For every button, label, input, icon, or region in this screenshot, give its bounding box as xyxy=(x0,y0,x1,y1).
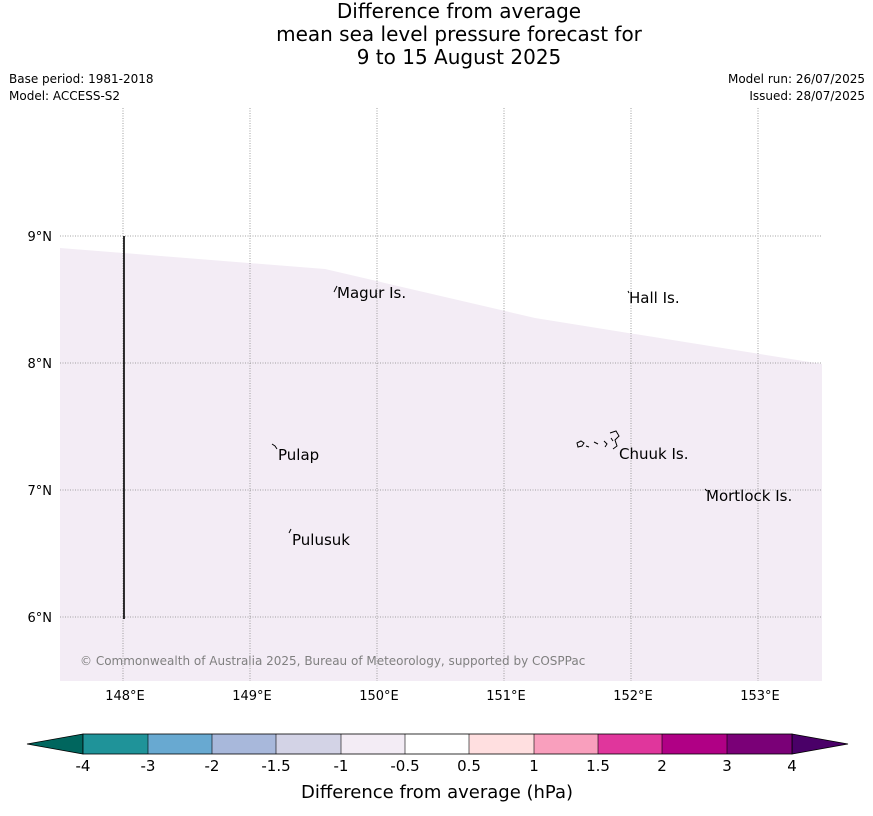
colorbar-bin xyxy=(405,734,469,754)
colorbar-tick-labels: -4 -3 -2 -1.5 -1 -0.5 0.5 1 1.5 2 3 4 xyxy=(76,757,797,775)
lon-label-149: 149°E xyxy=(232,689,272,700)
colorbar-over-arrow xyxy=(791,733,849,755)
title-line-1: Difference from average xyxy=(336,0,582,23)
colorbar-bin xyxy=(534,734,598,754)
colorbar-tick: 4 xyxy=(787,757,797,775)
island-mortlock xyxy=(704,488,708,492)
colorbar-tick: -4 xyxy=(76,757,91,775)
colorbar-tick: -3 xyxy=(141,757,156,775)
lat-label-8n: 8°N xyxy=(28,357,53,372)
lat-label-9n: 9°N xyxy=(28,230,53,245)
island-pulap xyxy=(271,443,278,450)
colorbar-tick: 2 xyxy=(657,757,667,775)
place-labels: Magur Is. Hall Is. Pulap Chuuk Is. Mortl… xyxy=(278,284,792,549)
colorbar-bin xyxy=(148,734,212,754)
base-period: Base period: 1981-2018 xyxy=(9,72,154,86)
lon-labels: 148°E 149°E 150°E 151°E 152°E 153°E xyxy=(105,689,780,700)
meridian-lines xyxy=(122,108,759,681)
colorbar-bin xyxy=(83,734,148,754)
place-label-magur: Magur Is. xyxy=(337,284,406,302)
place-label-pulusuk: Pulusuk xyxy=(292,531,350,549)
colorbar-tick: 0.5 xyxy=(457,757,481,775)
meta-left: Base period: 1981-2018 Model: ACCESS-S2 xyxy=(9,71,154,105)
colorbar-bin xyxy=(276,734,341,754)
lon-label-150: 150°E xyxy=(359,689,399,700)
island-outlines xyxy=(271,285,708,534)
lon-label-148: 148°E xyxy=(105,689,145,700)
colorbar-bin xyxy=(469,734,534,754)
lat-label-7n: 7°N xyxy=(28,484,53,499)
colorbar-tick: -0.5 xyxy=(390,757,419,775)
issued-date: Issued: 28/07/2025 xyxy=(749,89,865,103)
copyright-notice: © Commonwealth of Australia 2025, Bureau… xyxy=(80,654,585,668)
title-line-2: mean sea level pressure forecast for xyxy=(276,22,642,46)
colorbar-tick: -2 xyxy=(205,757,220,775)
forecast-field xyxy=(60,248,822,681)
model-name: Model: ACCESS-S2 xyxy=(9,89,121,103)
island-magur xyxy=(333,285,338,293)
meta-right: Model run: 26/07/2025 Issued: 28/07/2025 xyxy=(728,71,865,105)
island-chuuk xyxy=(576,430,620,450)
colorbar-label: Difference from average (hPa) xyxy=(301,782,573,803)
colorbar: -4 -3 -2 -1.5 -1 -0.5 0.5 1 1.5 2 3 4 Di… xyxy=(26,733,849,803)
colorbar-tick: -1 xyxy=(334,757,349,775)
lat-label-6n: 6°N xyxy=(28,611,53,626)
lon-label-153: 153°E xyxy=(740,689,780,700)
island-pulusuk xyxy=(288,528,292,534)
place-label-chuuk: Chuuk Is. xyxy=(619,445,688,463)
colorbar-dividers xyxy=(147,734,728,754)
colorbar-under-arrow xyxy=(26,733,84,755)
place-label-mortlock: Mortlock Is. xyxy=(706,487,792,505)
colorbar-frame xyxy=(82,733,793,755)
lat-labels: 9°N 8°N 7°N 6°N xyxy=(28,230,53,626)
colorbar-tick: 3 xyxy=(722,757,732,775)
place-label-hall: Hall Is. xyxy=(629,289,680,307)
colorbar-bin xyxy=(727,734,792,754)
parallel-lines xyxy=(60,235,822,618)
colorbar-tick: 1 xyxy=(529,757,539,775)
colorbar-bin xyxy=(598,734,662,754)
title-line-3: 9 to 15 August 2025 xyxy=(356,45,562,69)
lon-label-152: 152°E xyxy=(613,689,653,700)
place-label-pulap: Pulap xyxy=(278,446,319,464)
colorbar-tick: -1.5 xyxy=(261,757,290,775)
colorbar-bin xyxy=(662,734,727,754)
colorbar-tick: 1.5 xyxy=(586,757,610,775)
lon-label-151: 151°E xyxy=(486,689,526,700)
island-hall xyxy=(627,290,630,294)
model-run: Model run: 26/07/2025 xyxy=(727,72,865,86)
colorbar-bin xyxy=(212,734,276,754)
map: 9°N 8°N 7°N 6°N 148°E 149°E 150°E 151°E … xyxy=(28,108,822,700)
colorbar-bin xyxy=(341,734,405,754)
